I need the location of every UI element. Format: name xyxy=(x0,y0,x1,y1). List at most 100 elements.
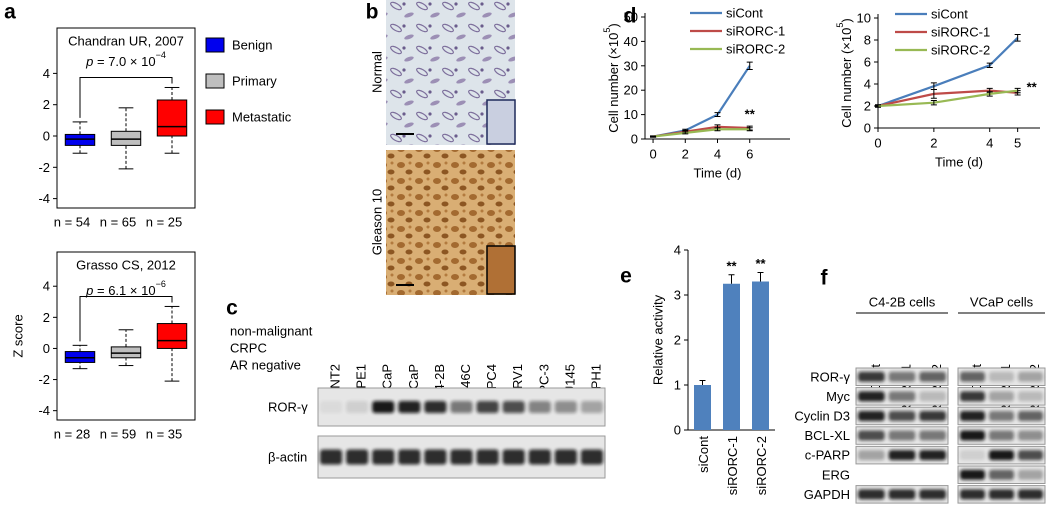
text-part: ) xyxy=(606,23,621,27)
y-tick-label: 0 xyxy=(864,121,871,136)
error-bar xyxy=(930,89,937,99)
blot-band xyxy=(888,391,916,402)
series-line xyxy=(652,128,750,138)
blot-band xyxy=(372,401,395,413)
error-bar xyxy=(746,127,753,132)
error-bar xyxy=(1014,34,1021,42)
y-tick-label: 40 xyxy=(624,34,638,49)
x-axis-label: Time (d) xyxy=(935,155,983,170)
blot-band xyxy=(450,449,473,465)
text-part: = 6.1 × 10 xyxy=(93,283,155,298)
box xyxy=(156,323,188,349)
blot-band xyxy=(960,371,985,382)
y-axis-label: Relative activity xyxy=(651,294,666,385)
blot-band xyxy=(919,430,946,441)
blot-band xyxy=(1018,450,1043,461)
box xyxy=(110,130,142,146)
error-bar xyxy=(728,274,735,284)
blot-band xyxy=(424,449,447,465)
error-bar xyxy=(875,104,881,108)
y-tick-label: 2 xyxy=(43,97,50,112)
blot-band xyxy=(476,401,499,413)
blot-band xyxy=(960,410,985,421)
error-bar xyxy=(699,380,706,385)
y-tick-label: -2 xyxy=(38,160,50,175)
blot-band xyxy=(919,489,946,500)
panel-letter: a xyxy=(4,1,16,24)
error-bar xyxy=(682,131,689,135)
image-label: Gleason 10 xyxy=(370,189,385,256)
plot-frame xyxy=(56,251,196,421)
row-label: β-actin xyxy=(268,450,307,465)
chart-title: Chandran UR, 2007 xyxy=(68,34,184,49)
blot-band xyxy=(424,401,447,413)
legend-label: AR negative xyxy=(230,358,301,373)
x-tick-label: siRORC-2 xyxy=(754,436,769,495)
blot-band xyxy=(858,391,885,402)
error-bar xyxy=(986,62,993,68)
significance: ** xyxy=(726,258,737,273)
x-tick-label: 0 xyxy=(649,147,656,162)
series-line xyxy=(877,89,1018,108)
blot-band xyxy=(989,410,1014,421)
y-tick-label: 2 xyxy=(674,333,681,348)
blot-band xyxy=(858,430,885,441)
y-tick-label: 10 xyxy=(624,107,638,122)
series-line xyxy=(877,37,1019,108)
blot-band xyxy=(580,401,603,413)
group-title: C4-2B cells xyxy=(869,295,936,310)
box xyxy=(110,346,142,359)
blot-band xyxy=(888,410,916,421)
legend-label: siRORC-1 xyxy=(931,25,990,40)
blot-band xyxy=(346,449,369,465)
error-bar xyxy=(1014,87,1021,94)
x-tick-label: n = 25 xyxy=(146,215,183,230)
y-tick-label: 4 xyxy=(43,279,50,294)
blot-band xyxy=(989,371,1014,382)
text-part: Cell number (×10 xyxy=(839,28,854,128)
x-tick-label: n = 65 xyxy=(100,215,137,230)
blot-band xyxy=(398,401,421,413)
inset xyxy=(486,99,516,145)
x-axis-label: Time (d) xyxy=(694,166,742,181)
significance-bracket xyxy=(79,76,173,118)
row-label: c-PARP xyxy=(805,448,850,463)
superscript: −4 xyxy=(156,50,166,60)
row-label: GAPDH xyxy=(804,487,850,502)
x-tick-label: 4 xyxy=(714,147,721,162)
blot-band xyxy=(888,371,916,382)
legend-label: siCont xyxy=(931,7,968,22)
significance: ** xyxy=(1027,79,1038,94)
y-tick-label: 4 xyxy=(43,66,50,81)
y-tick-label: 20 xyxy=(624,83,638,98)
y-tick-label: 2 xyxy=(43,310,50,325)
blot-band xyxy=(888,430,916,441)
legend-label: siCont xyxy=(726,6,763,21)
annotation: Cell number (×105) xyxy=(602,23,621,132)
panel-letter: b xyxy=(366,1,379,24)
box xyxy=(64,133,96,146)
y-tick-label: 1 xyxy=(674,378,681,393)
ihc-images xyxy=(386,0,516,295)
y-tick-label: 2 xyxy=(864,99,871,114)
blot-band xyxy=(989,450,1014,461)
series-line xyxy=(652,65,751,138)
panel-letter: f xyxy=(821,267,829,290)
blot-band xyxy=(1018,489,1043,500)
blot-band xyxy=(919,371,946,382)
blot-band xyxy=(989,469,1014,480)
significance: ** xyxy=(745,107,756,122)
y-tick-label: 30 xyxy=(624,58,638,73)
legend-label: siRORC-2 xyxy=(726,42,785,57)
blot-band xyxy=(528,449,551,465)
y-tick-label: 0 xyxy=(43,129,50,144)
chart-title: Grasso CS, 2012 xyxy=(76,258,176,273)
x-tick-label: 2 xyxy=(930,136,937,151)
x-tick-label: n = 59 xyxy=(100,427,137,442)
blot-band xyxy=(502,449,525,465)
bar xyxy=(723,283,740,430)
text-part: p xyxy=(85,283,93,298)
superscript: −6 xyxy=(156,279,166,289)
text-part: ) xyxy=(839,18,854,22)
blot-band xyxy=(372,449,395,465)
